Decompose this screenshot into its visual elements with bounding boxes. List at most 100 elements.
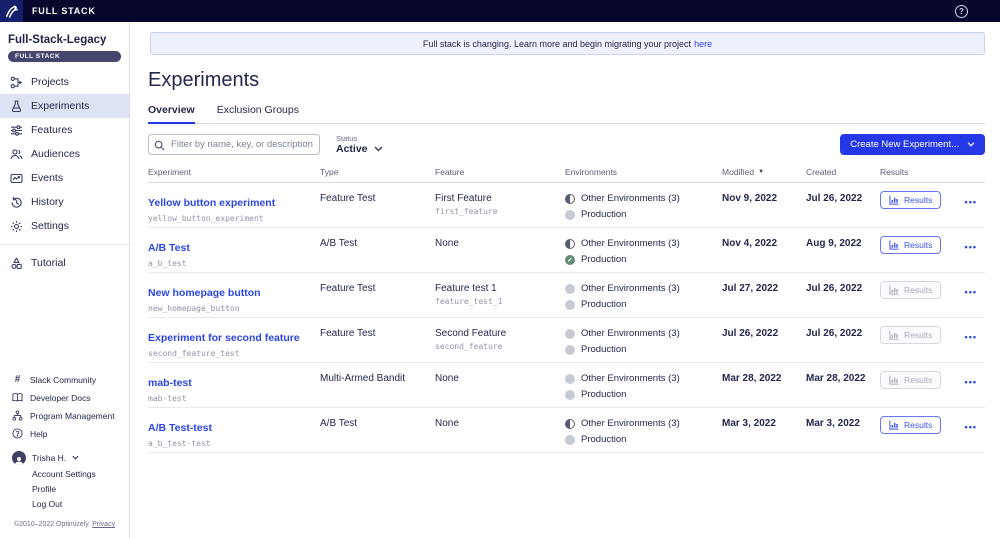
banner-here-link[interactable]: here: [694, 38, 713, 49]
sidebar-item-label: History: [31, 196, 64, 208]
toolbar: Status Active Create New Experiment...: [148, 134, 985, 155]
bar-chart-icon: [889, 375, 899, 385]
row-menu-icon[interactable]: •••: [964, 332, 977, 342]
column-header-modified[interactable]: Modified ▼: [722, 167, 765, 177]
create-new-experiment-button[interactable]: Create New Experiment...: [840, 134, 985, 155]
feature-name: Second Feature: [435, 328, 507, 339]
sidebar-item-settings[interactable]: Settings: [0, 214, 129, 238]
env-production-label: Production: [581, 299, 627, 310]
experiment-type: A/B Test: [320, 418, 358, 429]
column-header-created[interactable]: Created: [806, 167, 837, 177]
status-filter[interactable]: Status Active: [336, 134, 383, 155]
footer-link-developer-docs[interactable]: Developer Docs: [12, 392, 117, 403]
sidebar-footer: # Slack Community Developer Docs: [0, 374, 129, 538]
experiment-name-link[interactable]: mab-test: [148, 377, 192, 389]
created-date: Aug 9, 2022: [806, 238, 862, 249]
experiment-type: Multi-Armed Bandit: [320, 373, 406, 384]
avatar: [12, 451, 26, 465]
column-header-type[interactable]: Type: [320, 167, 339, 177]
results-button[interactable]: Results: [880, 371, 942, 389]
experiment-name-link[interactable]: A/B Test: [148, 242, 190, 254]
experiment-name-link[interactable]: New homepage button: [148, 287, 261, 299]
copyright-text: ©2010–2022 Optimizely.: [13, 521, 91, 528]
sidebar-item-projects[interactable]: Projects: [0, 70, 129, 94]
experiments-table-body: Yellow button experiment yellow_button_e…: [148, 183, 985, 453]
sliders-icon: [10, 124, 23, 137]
env-other-icon: [565, 418, 575, 429]
tab-overview[interactable]: Overview: [148, 104, 195, 124]
experiment-name-link[interactable]: Yellow button experiment: [148, 197, 276, 209]
env-other-label: Other Environments (3): [581, 418, 680, 429]
org-chart-icon: [12, 410, 23, 421]
column-header-feature[interactable]: Feature: [435, 167, 465, 177]
experiment-key: second_feature_test: [148, 349, 240, 358]
chevron-down-icon: [72, 455, 79, 462]
history-clock-icon: [10, 196, 23, 209]
column-header-environments[interactable]: Environments: [565, 167, 617, 177]
footer-link-help[interactable]: Help: [12, 428, 117, 439]
question-circle-icon: [12, 428, 23, 439]
footer-link-label: Program Management: [30, 410, 115, 421]
experiment-type: Feature Test: [320, 283, 376, 294]
filter-input[interactable]: [148, 134, 320, 155]
sidebar-item-label: Features: [31, 124, 73, 136]
table-row: New homepage button new_homepage_button …: [148, 273, 985, 318]
feature-name: None: [435, 418, 459, 429]
sidebar-item-history[interactable]: History: [0, 190, 129, 214]
modified-date: Jul 27, 2022: [722, 283, 779, 294]
sidebar-item-experiments[interactable]: Experiments: [0, 94, 129, 118]
experiment-key: a_b_test-test: [148, 439, 211, 448]
log-out-link[interactable]: Log Out: [32, 499, 63, 509]
main-content: Full stack is changing. Learn more and b…: [130, 22, 1000, 538]
results-button[interactable]: Results: [880, 416, 942, 434]
sidebar-item-audiences[interactable]: Audiences: [0, 142, 129, 166]
sidebar-item-tutorial[interactable]: Tutorial: [0, 251, 129, 275]
bar-chart-icon: [889, 195, 899, 205]
optimizely-logo-icon[interactable]: [0, 0, 23, 22]
experiment-name-link[interactable]: Experiment for second feature: [148, 332, 300, 344]
results-button[interactable]: Results: [880, 281, 942, 299]
sidebar-item-label: Projects: [31, 76, 69, 88]
row-menu-icon[interactable]: •••: [964, 197, 977, 207]
modified-date: Nov 9, 2022: [722, 193, 778, 204]
row-menu-icon[interactable]: •••: [964, 242, 977, 252]
footer-link-label: Developer Docs: [30, 392, 91, 403]
tab-bar: Overview Exclusion Groups: [148, 104, 985, 124]
account-settings-link[interactable]: Account Settings: [32, 469, 96, 479]
results-button[interactable]: Results: [880, 236, 942, 254]
footer-link-slack-community[interactable]: # Slack Community: [12, 374, 117, 385]
table-header: Experiment Type Feature Environments Mod…: [148, 167, 985, 183]
hash-icon: #: [14, 374, 21, 385]
footer-link-label: Slack Community: [30, 374, 97, 385]
user-name: Trisha H.: [32, 453, 67, 463]
privacy-link[interactable]: Privacy: [92, 521, 116, 528]
table-row: A/B Test-test a_b_test-test A/B Test Non…: [148, 408, 985, 453]
help-icon[interactable]: ?: [955, 4, 968, 18]
project-name: Full-Stack-Legacy: [8, 34, 107, 46]
footer-link-program-management[interactable]: Program Management: [12, 410, 117, 421]
profile-link[interactable]: Profile: [32, 484, 57, 494]
env-other-icon: [565, 193, 575, 204]
table-row: Experiment for second feature second_fea…: [148, 318, 985, 363]
sidebar-item-events[interactable]: Events: [0, 166, 129, 190]
sidebar-item-features[interactable]: Features: [0, 118, 129, 142]
row-menu-icon[interactable]: •••: [964, 287, 977, 297]
created-date: Mar 28, 2022: [806, 373, 866, 384]
bar-chart-icon: [889, 330, 899, 340]
migration-banner: Full stack is changing. Learn more and b…: [150, 32, 985, 55]
env-production-icon: [565, 209, 575, 220]
tab-exclusion-groups[interactable]: Exclusion Groups: [216, 104, 299, 116]
experiment-name-link[interactable]: A/B Test-test: [148, 422, 212, 434]
bar-chart-icon: [889, 285, 899, 295]
banner-text: Full stack is changing. Learn more and b…: [422, 38, 692, 49]
row-menu-icon[interactable]: •••: [964, 422, 977, 432]
env-other-icon: [565, 373, 575, 384]
user-menu[interactable]: Trisha H.: [12, 451, 117, 465]
row-menu-icon[interactable]: •••: [964, 377, 977, 387]
sort-desc-icon[interactable]: ▼: [758, 169, 765, 175]
env-production-icon: [565, 344, 575, 355]
env-production-icon: [565, 299, 575, 310]
results-button[interactable]: Results: [880, 326, 942, 344]
results-button[interactable]: Results: [880, 191, 942, 209]
column-header-experiment[interactable]: Experiment: [148, 167, 191, 177]
